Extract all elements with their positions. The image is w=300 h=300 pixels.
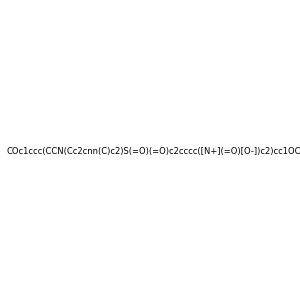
Text: COc1ccc(CCN(Cc2cnn(C)c2)S(=O)(=O)c2cccc([N+](=O)[O-])c2)cc1OC: COc1ccc(CCN(Cc2cnn(C)c2)S(=O)(=O)c2cccc(…	[7, 147, 300, 156]
